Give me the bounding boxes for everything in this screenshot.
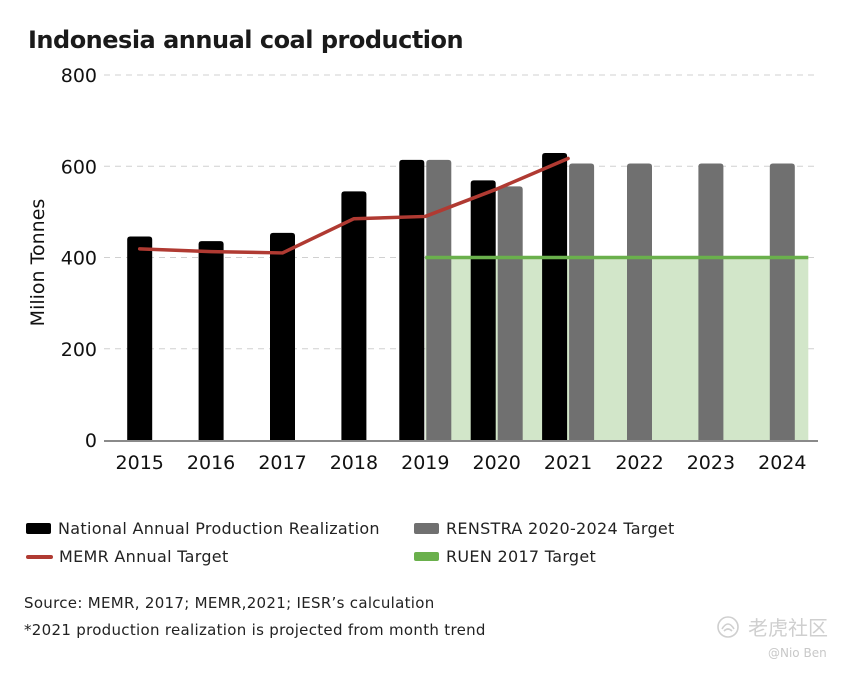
source-note: Source: MEMR, 2017; MEMR,2021; IESR’s ca…: [24, 594, 435, 612]
x-tick-label: 2016: [187, 452, 235, 474]
y-tick-label: 600: [61, 156, 97, 178]
bar-renstra-2022: [627, 163, 652, 440]
chart-plot: 0 200 400 600 800 Milion Tonnes 2015 2016 2017 20…: [27, 65, 818, 474]
bar-renstra-2020: [497, 186, 523, 440]
x-tick-label: 2023: [687, 452, 735, 474]
legend-swatch-memr: [26, 554, 53, 559]
watermark-brand: 老虎社区: [748, 616, 828, 640]
legend-label-memr: MEMR Annual Target: [59, 547, 229, 566]
legend-swatch-production: [26, 523, 51, 534]
x-tick-label: 2015: [116, 452, 164, 474]
bar-renstra-2019: [426, 159, 452, 441]
axes: 0 200 400 600 800 Milion Tonnes 2015 2016 2017 20…: [27, 65, 818, 474]
legend-label-production: National Annual Production Realization: [58, 519, 380, 538]
x-tick-label: 2021: [544, 452, 592, 474]
legend-label-ruen: RUEN 2017 Target: [446, 547, 597, 566]
watermark: 老虎社区: [716, 612, 828, 641]
bar-production-2017: [270, 232, 295, 440]
legend-item-ruen: RUEN 2017 Target: [414, 547, 596, 566]
bar-production-2016: [198, 241, 224, 440]
tiger-community-icon: [717, 615, 739, 638]
legend-item-memr: MEMR Annual Target: [26, 547, 229, 566]
x-tick-label: 2020: [473, 452, 521, 474]
bars: [127, 153, 795, 441]
memr-line-layer: [137, 156, 809, 260]
memr-target-line: [137, 156, 570, 255]
bar-production-2019: [399, 159, 425, 441]
x-tick-label: 2019: [401, 452, 449, 474]
y-axis-title: Milion Tonnes: [27, 199, 49, 327]
y-tick-label: 0: [85, 430, 97, 452]
footnote: *2021 production realization is projecte…: [24, 621, 486, 639]
bar-production-2015: [127, 236, 153, 440]
x-tick-label: 2022: [615, 452, 663, 474]
watermark-handle: @Nio Ben: [768, 646, 827, 660]
x-tick-label: 2024: [758, 452, 806, 474]
legend-swatch-ruen: [414, 552, 439, 561]
legend-item-production: National Annual Production Realization: [26, 519, 380, 538]
x-tick-label: 2018: [330, 452, 378, 474]
bar-renstra-2021: [569, 163, 595, 440]
bar-production-2021: [542, 153, 568, 441]
bar-renstra-2024: [769, 163, 795, 440]
bar-production-2018: [341, 191, 367, 440]
x-tick-label: 2017: [258, 452, 306, 474]
y-tick-label: 800: [61, 65, 97, 87]
chart-title: Indonesia annual coal production: [28, 26, 464, 54]
legend-item-renstra: RENSTRA 2020-2024 Target: [414, 519, 675, 538]
bar-production-2020: [470, 180, 496, 441]
legend-label-renstra: RENSTRA 2020-2024 Target: [446, 519, 675, 538]
y-tick-label: 200: [61, 339, 97, 361]
y-tick-label: 400: [61, 248, 97, 270]
bar-renstra-2023: [698, 163, 724, 440]
legend-swatch-renstra: [414, 523, 439, 534]
